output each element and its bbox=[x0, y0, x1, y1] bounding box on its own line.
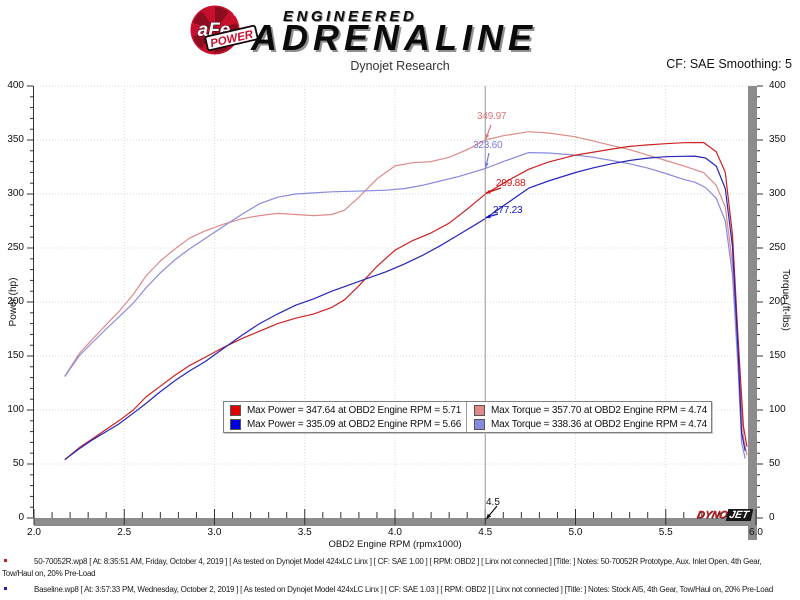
curve-power-baseline bbox=[64, 155, 746, 461]
x-tick-2: 2.0 bbox=[27, 527, 41, 538]
x-tick-3.5: 3.5 bbox=[297, 527, 312, 538]
curve-torque-baseline bbox=[64, 152, 746, 459]
y-tick-left-350: 350 bbox=[7, 134, 24, 145]
run1-marker-icon bbox=[4, 559, 7, 562]
brand-adrenaline: ADRENALINE bbox=[251, 17, 538, 58]
x-tick-3: 3.0 bbox=[207, 527, 222, 538]
smoothing-setting: CF: SAE Smoothing: 5 bbox=[666, 57, 792, 71]
legend-entry-label: Max Torque = 357.70 at OBD2 Engine RPM =… bbox=[491, 405, 707, 416]
callout-value-torque-50-70052R: 349.97 bbox=[477, 111, 507, 122]
run2-marker-icon bbox=[4, 587, 7, 590]
x-tick-5: 5.0 bbox=[568, 527, 583, 538]
registered-mark: ® bbox=[233, 11, 238, 18]
footnote-run2-line1: Baseline.wp8 [ At: 3:57:33 PM, Wednesday… bbox=[34, 585, 773, 594]
footnote-run1-line1: 50-70052R.wp8 [ At: 8:35:51 AM, Friday, … bbox=[34, 557, 762, 566]
dynojet-logo-dyno: DYNO bbox=[695, 509, 729, 521]
legend-entry-label: Max Torque = 338.36 at OBD2 Engine RPM =… bbox=[491, 419, 707, 430]
y-tick-left-250: 250 bbox=[7, 242, 24, 253]
y-tick-left-400: 400 bbox=[7, 80, 24, 91]
callout-value-power-50-70052R: 299.88 bbox=[496, 178, 526, 189]
x-tick-4: 4.0 bbox=[388, 527, 402, 538]
arrowhead-icon bbox=[484, 162, 489, 168]
y-tick-right-150: 150 bbox=[769, 350, 786, 361]
y-tick-left-300: 300 bbox=[7, 188, 24, 199]
curve-torque-50-70052R bbox=[64, 131, 748, 456]
arrowhead-icon bbox=[485, 189, 491, 194]
legend-swatch-lightblue-icon bbox=[474, 419, 485, 430]
curve-power-50-70052R bbox=[64, 141, 748, 461]
brand-engineered: ENGINEERED bbox=[283, 8, 418, 25]
legend-divider bbox=[466, 402, 467, 432]
arrowhead-icon bbox=[485, 214, 491, 219]
callout-value-torque-baseline: 323.60 bbox=[473, 140, 503, 151]
y-tick-right-300: 300 bbox=[769, 188, 786, 199]
axis-ticks bbox=[27, 85, 763, 525]
legend-entry-max-torque-tuned: Max Torque = 357.70 at OBD2 Engine RPM =… bbox=[474, 404, 707, 417]
x-tick-4.5: 4.5 bbox=[478, 527, 493, 538]
header: aFe ® POWER ENGINEERED ADRENALINE Dynoje… bbox=[0, 0, 800, 80]
legend-swatch-salmon-icon bbox=[474, 405, 485, 416]
legend-swatch-blue-icon bbox=[230, 419, 241, 430]
y-tick-right-50: 50 bbox=[769, 458, 781, 469]
dyno-curves bbox=[64, 131, 748, 461]
y-tick-left-200: 200 bbox=[7, 296, 24, 307]
plot-gridlines bbox=[34, 85, 756, 518]
legend-entry-max-torque-baseline: Max Torque = 338.36 at OBD2 Engine RPM =… bbox=[474, 418, 707, 431]
legend-entry-max-power-tuned: Max Power = 347.64 at OBD2 Engine RPM = … bbox=[230, 404, 461, 417]
report-subtitle: Dynojet Research bbox=[350, 59, 450, 73]
arrowhead-icon bbox=[486, 513, 492, 519]
dynojet-logo-jet: JET bbox=[726, 509, 753, 521]
legend-entry-label: Max Power = 335.09 at OBD2 Engine RPM = … bbox=[247, 419, 462, 430]
callout-value-power-baseline: 277.23 bbox=[493, 205, 523, 216]
arrowhead-icon bbox=[485, 134, 490, 140]
y-tick-left-0: 0 bbox=[18, 512, 24, 523]
footnote-run1-line2: Tow/Haul on, 20% Pre-Load bbox=[2, 569, 96, 578]
x-axis-title: OBD2 Engine RPM (rpmx1000) bbox=[328, 539, 462, 550]
legend-swatch-red-icon bbox=[230, 405, 241, 416]
x-tick-6: 6.0 bbox=[749, 527, 763, 538]
y-tick-left-100: 100 bbox=[7, 404, 24, 415]
y-tick-right-400: 400 bbox=[769, 80, 786, 91]
y-tick-right-100: 100 bbox=[769, 404, 786, 415]
right-frame-bar bbox=[748, 86, 757, 540]
x-tick-5.5: 5.5 bbox=[658, 527, 673, 538]
dynojet-logo-icon: DYNOJET bbox=[696, 509, 753, 521]
legend-box: Max Power = 347.64 at OBD2 Engine RPM = … bbox=[223, 401, 712, 433]
y-tick-right-250: 250 bbox=[769, 242, 786, 253]
x-tick-2.5: 2.5 bbox=[117, 527, 132, 538]
y-tick-right-200: 200 bbox=[769, 296, 786, 307]
legend-entry-max-power-baseline: Max Power = 335.09 at OBD2 Engine RPM = … bbox=[230, 418, 461, 431]
legend-entry-label: Max Power = 347.64 at OBD2 Engine RPM = … bbox=[247, 405, 462, 416]
afe-power-logo-icon: aFe ® POWER bbox=[188, 4, 274, 60]
y-tick-right-350: 350 bbox=[769, 134, 786, 145]
y-tick-right-0: 0 bbox=[769, 512, 775, 523]
y-tick-left-150: 150 bbox=[7, 350, 24, 361]
cursor-rpm-label: 4.5 bbox=[486, 497, 500, 508]
y-tick-left-50: 50 bbox=[12, 458, 24, 469]
